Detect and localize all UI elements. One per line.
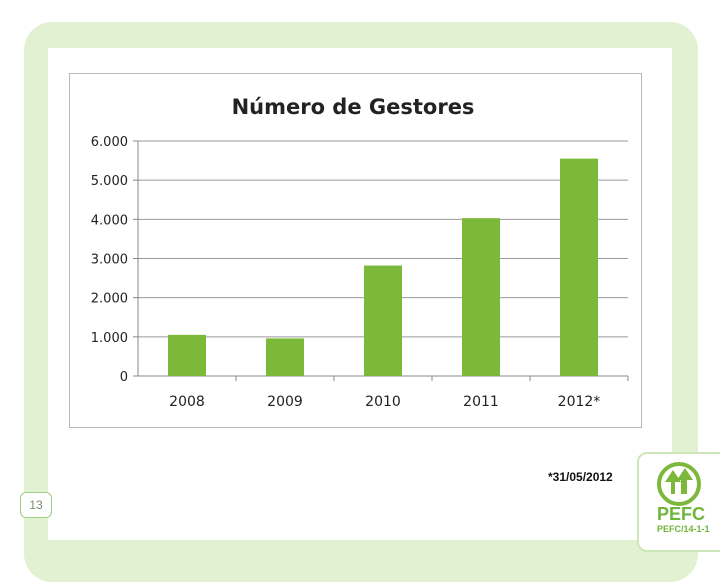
y-tick-label: 2.000 [91,292,128,307]
x-tick-label: 2008 [169,394,205,410]
bar [462,218,500,376]
x-tick-label: 2012* [558,394,601,410]
page-number: 13 [20,492,52,518]
chart-container: Número de Gestores 0 1.000 2.000 3.000 4.000 5… [69,73,642,428]
bar-chart: Número de Gestores 0 1.000 2.000 3.000 4.000 5… [91,95,629,410]
logo-brand: PEFC [657,504,706,524]
pefc-trees-logo-icon [657,462,701,506]
y-tick-label: 0 [120,370,128,385]
logo-code: PEFC/14-1-1 [657,524,710,534]
x-tick-label: 2009 [267,394,303,410]
y-tick-label: 4.000 [91,213,128,228]
bar [364,265,402,376]
y-tick-label: 3.000 [91,253,128,268]
x-tick-label: 2011 [463,394,499,410]
y-tick-label: 1.000 [91,331,128,346]
bar [560,158,598,376]
pefc-logo: PEFC PEFC/14-1-1 [637,452,720,552]
y-tick-label: 6.000 [91,135,128,150]
bar [266,338,304,376]
y-tick-label: 5.000 [91,174,128,189]
chart-title: Número de Gestores [232,95,475,119]
bar [168,334,206,376]
footnote: *31/05/2012 [548,470,613,484]
x-tick-label: 2010 [365,394,401,410]
